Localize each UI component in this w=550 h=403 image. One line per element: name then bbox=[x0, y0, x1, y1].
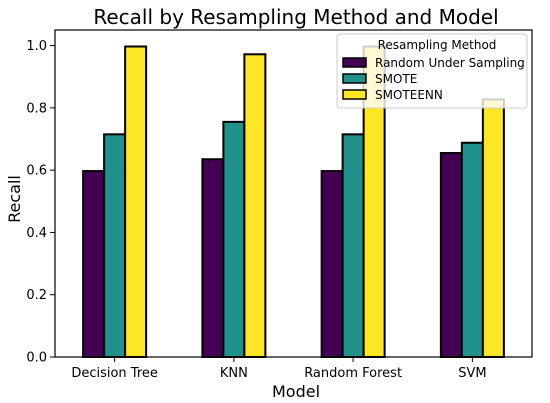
chart-title: Recall by Resampling Method and Model bbox=[93, 5, 498, 29]
x-tick-label: Decision Tree bbox=[71, 366, 158, 381]
x-tick-label: KNN bbox=[220, 366, 248, 381]
legend: Resampling Method Random Under Sampling SM… bbox=[336, 33, 528, 109]
y-tick-label: 0.4 bbox=[26, 226, 47, 241]
bar-smoteenn-knn bbox=[243, 53, 267, 358]
y-axis-label: Recall bbox=[5, 175, 24, 223]
bar-random-under-sampling-random-forest bbox=[320, 170, 344, 358]
y-tick-label: 0.0 bbox=[26, 351, 47, 366]
legend-swatch bbox=[342, 89, 367, 100]
bar-random-under-sampling-svm bbox=[439, 152, 463, 358]
legend-box bbox=[336, 33, 528, 109]
x-tick-label: SVM bbox=[458, 366, 486, 381]
y-tick-label: 0.8 bbox=[26, 101, 47, 116]
bar-smote-decision-tree bbox=[103, 133, 127, 358]
bar-random-under-sampling-decision-tree bbox=[82, 170, 106, 358]
legend-title: Resampling Method bbox=[378, 38, 497, 52]
y-tick-label: 1.0 bbox=[26, 39, 47, 54]
x-axis-label: Model bbox=[272, 382, 320, 401]
y-tick-label: 0.6 bbox=[26, 164, 47, 179]
y-tick-label: 0.2 bbox=[26, 288, 47, 303]
bar-smote-random-forest bbox=[341, 133, 365, 358]
bar-random-under-sampling-knn bbox=[201, 158, 225, 358]
legend-swatch bbox=[342, 57, 367, 68]
legend-entry-label: SMOTE bbox=[375, 72, 417, 86]
legend-swatch bbox=[342, 73, 367, 84]
bar-smoteenn-svm bbox=[481, 98, 505, 358]
plot-area: Decision Tree KNN Random Forest SVM 0.0 0.2 0.… bbox=[26, 29, 533, 381]
bar-smote-knn bbox=[222, 120, 246, 358]
bar-smote-svm bbox=[460, 141, 484, 358]
legend-entry-label: SMOTEENN bbox=[375, 88, 443, 102]
legend-entry-label: Random Under Sampling bbox=[375, 56, 525, 70]
axes-frame bbox=[54, 29, 533, 358]
bar-smoteenn-decision-tree bbox=[124, 45, 148, 359]
x-tick-label: Random Forest bbox=[304, 366, 402, 381]
